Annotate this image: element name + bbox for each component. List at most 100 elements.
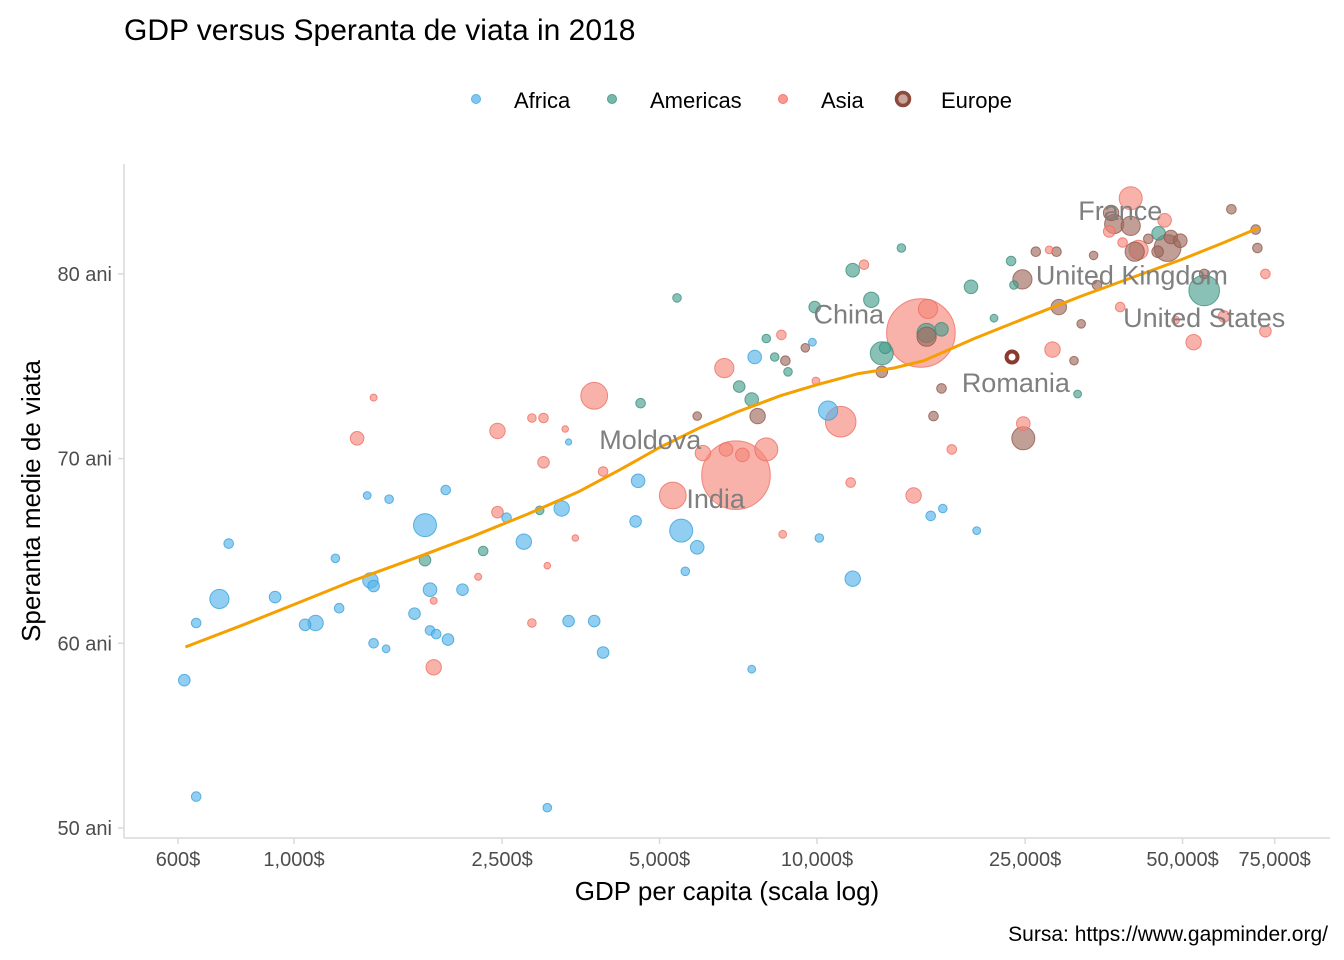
point-europe <box>692 411 703 421</box>
x-tick-label: 25,000$ <box>989 849 1061 871</box>
point-africa <box>562 614 575 628</box>
x-tick-label: 5,000$ <box>629 849 690 871</box>
x-tick-label: 10,000$ <box>781 849 853 871</box>
point-asia <box>527 618 537 628</box>
x-axis-title: GDP per capita (scala log) <box>575 876 879 906</box>
point-europe <box>1124 241 1145 262</box>
point-europe <box>800 343 811 353</box>
point-asia <box>1044 341 1061 358</box>
point-africa <box>689 540 705 555</box>
country-label-france: France <box>1078 196 1162 226</box>
point-asia <box>658 481 687 510</box>
point-asia <box>1118 186 1143 211</box>
point-americas <box>1009 280 1019 290</box>
point-europe <box>1226 204 1237 215</box>
point-asia <box>543 561 552 570</box>
point-africa <box>818 400 839 421</box>
point-africa <box>362 491 372 500</box>
point-africa <box>333 602 345 614</box>
x-tick-label: 50,000$ <box>1146 849 1218 871</box>
point-asia <box>580 381 609 410</box>
legend-label-europe: Europe <box>941 88 1012 113</box>
point-africa <box>381 644 391 654</box>
point-americas <box>761 333 772 344</box>
highlight-romania-marker <box>1004 349 1020 365</box>
point-asia <box>349 431 365 446</box>
point-africa <box>413 513 437 538</box>
point-africa <box>178 673 191 687</box>
point-europe <box>936 383 947 394</box>
point-asia <box>778 529 788 539</box>
point-africa <box>298 618 312 632</box>
point-africa <box>268 590 282 604</box>
point-asia <box>1157 213 1172 228</box>
axes <box>123 164 1330 839</box>
point-europe <box>1198 268 1210 280</box>
point-africa <box>938 503 948 514</box>
point-africa <box>367 579 380 593</box>
point-europe <box>1252 242 1263 254</box>
point-africa <box>747 349 763 365</box>
point-africa <box>972 526 982 535</box>
point-asia <box>1185 334 1202 351</box>
point-asia <box>1016 416 1031 431</box>
y-tick-label: 80 ani <box>58 264 113 286</box>
point-asia <box>1044 245 1054 255</box>
point-africa <box>669 518 694 543</box>
legend-label-americas: Americas <box>650 88 742 113</box>
point-asia <box>917 298 939 320</box>
point-asia <box>754 437 779 462</box>
point-europe <box>928 410 939 422</box>
point-europe <box>780 355 791 367</box>
point-africa <box>441 633 455 646</box>
country-label-romania: Romania <box>962 368 1071 398</box>
trend-line <box>184 226 1260 649</box>
point-africa <box>430 628 442 640</box>
chart-title: GDP versus Speranta de viata in 2018 <box>124 14 635 47</box>
point-europe <box>749 407 766 425</box>
point-africa <box>808 337 817 347</box>
point-africa <box>223 538 234 549</box>
legend-key-africa <box>471 94 481 104</box>
point-asia <box>1114 301 1126 313</box>
point-africa <box>630 473 646 489</box>
legend-key-asia <box>778 94 788 104</box>
point-americas <box>672 293 682 303</box>
point-africa <box>190 791 202 802</box>
point-asia <box>474 572 483 581</box>
point-asia <box>369 393 378 402</box>
point-asia <box>905 487 922 504</box>
y-axis-title: Speranta medie de viata <box>16 360 46 642</box>
point-africa <box>368 638 379 649</box>
point-europe <box>1143 233 1154 245</box>
point-europe <box>916 326 937 347</box>
point-americas <box>477 545 489 557</box>
point-asia <box>1217 310 1231 323</box>
point-asia <box>597 466 609 477</box>
point-asia <box>527 413 537 423</box>
point-asia <box>701 440 771 511</box>
point-asia <box>845 477 857 488</box>
point-africa <box>190 617 202 629</box>
point-africa <box>408 607 421 621</box>
point-africa <box>330 553 341 564</box>
point-americas <box>1151 226 1166 241</box>
point-asia <box>1102 225 1116 238</box>
data-points <box>178 186 1272 813</box>
point-americas <box>878 341 892 355</box>
point-africa <box>565 438 573 446</box>
point-americas <box>963 279 979 295</box>
x-tick-label: 600$ <box>156 849 201 871</box>
point-asia <box>425 659 442 676</box>
legend: Africa Americas Asia Europe <box>471 88 1012 113</box>
point-americas <box>1005 255 1017 267</box>
legend-key-americas <box>607 94 617 104</box>
point-africa <box>422 582 438 598</box>
point-asia <box>735 447 750 463</box>
point-europe <box>1102 204 1120 222</box>
point-africa <box>629 515 642 528</box>
point-americas <box>783 367 793 377</box>
point-africa <box>814 533 825 543</box>
point-asia <box>537 456 550 469</box>
